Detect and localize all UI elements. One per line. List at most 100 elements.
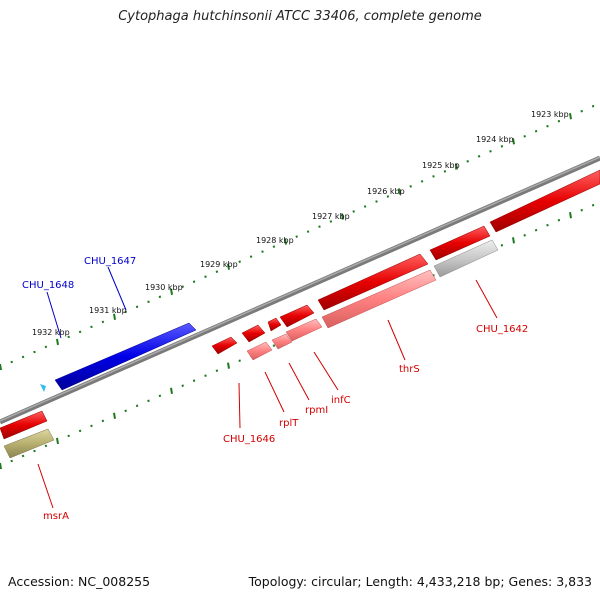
outer-tick <box>170 288 173 295</box>
gene-chu-1642-fwd[interactable] <box>429 225 491 261</box>
outer-tick <box>443 170 447 173</box>
gene-chu-1646[interactable] <box>211 336 238 355</box>
gene-thrS-lower[interactable] <box>321 269 437 329</box>
forward-genes <box>0 169 600 440</box>
inner-tick <box>113 412 116 419</box>
scale-label-1924: 1924 kbp <box>476 135 514 144</box>
inner-tick <box>33 449 36 453</box>
inner-tick <box>569 212 572 219</box>
outer-tick <box>409 185 412 188</box>
inner-tick <box>44 444 48 448</box>
inner-tick <box>90 424 93 428</box>
outer-tick <box>90 325 93 329</box>
scale-label-1929: 1929 kbp <box>200 260 238 269</box>
gene-label-infC[interactable]: infC <box>331 395 351 406</box>
outer-tick <box>591 104 595 108</box>
outer-tick <box>477 155 481 158</box>
accession-text: Accession: NC_008255 <box>8 574 151 589</box>
outer-scale-ring <box>0 104 595 371</box>
outer-tick <box>363 205 367 208</box>
inner-tick <box>170 387 173 394</box>
outer-tick <box>238 260 241 263</box>
gene-rpmI[interactable] <box>267 317 282 332</box>
outer-tick <box>192 280 196 283</box>
inner-tick <box>272 344 276 347</box>
gene-right-edge[interactable] <box>489 169 600 233</box>
outer-tick <box>295 235 298 238</box>
scale-label-1931: 1931 kbp <box>89 306 127 315</box>
gene-rplT[interactable] <box>241 324 266 343</box>
gene-label-thrS[interactable]: thrS <box>399 364 420 375</box>
inner-tick <box>227 362 230 369</box>
outer-tick <box>398 188 401 195</box>
inner-tick <box>192 379 196 382</box>
map-title: Cytophaga hutchinsonii ATCC 33406, compl… <box>118 9 482 24</box>
outer-tick <box>284 238 287 245</box>
outer-tick <box>227 263 230 270</box>
inner-tick <box>534 228 538 232</box>
outer-tick <box>10 360 13 364</box>
outer-tick <box>124 310 127 314</box>
outer-tick <box>101 320 105 324</box>
gene-rplT-lower[interactable] <box>246 341 273 361</box>
gene-label-chu-1642[interactable]: CHU_1642 <box>476 324 528 335</box>
inner-tick <box>204 374 207 377</box>
outer-tick <box>67 335 70 339</box>
outer-tick <box>420 180 424 183</box>
gene-infC[interactable] <box>279 304 315 328</box>
outer-tick <box>181 285 184 288</box>
gene-label-rplT[interactable]: rplT <box>279 418 299 429</box>
inner-tick <box>10 459 13 463</box>
outer-tick <box>546 124 549 128</box>
inner-tick <box>158 394 162 398</box>
outer-tick <box>272 245 276 248</box>
gene-left-edge[interactable] <box>0 410 48 440</box>
outer-tick <box>375 200 378 203</box>
outer-tick <box>489 150 492 153</box>
outer-tick <box>56 338 59 346</box>
scale-label-1932: 1932 kbp <box>32 328 70 337</box>
outer-tick <box>386 195 390 198</box>
inner-tick <box>0 462 2 470</box>
gene-rpmI-lower[interactable] <box>271 333 293 350</box>
outer-tick <box>455 163 458 170</box>
outer-tick <box>512 138 515 145</box>
outer-tick <box>523 135 526 138</box>
gene-label-chu-1646[interactable]: CHU_1646 <box>223 434 275 445</box>
inner-tick <box>124 409 127 413</box>
outer-tick <box>249 255 253 258</box>
outer-tick <box>500 145 504 148</box>
outer-tick <box>352 210 355 213</box>
outer-tick <box>580 109 583 113</box>
gene-thrS[interactable] <box>317 253 429 311</box>
outer-tick <box>44 345 48 349</box>
gene-chu-1647[interactable] <box>54 322 197 391</box>
gene-infC-lower[interactable] <box>285 318 323 342</box>
outer-tick <box>432 175 435 178</box>
scale-label-1927: 1927 kbp <box>312 212 350 221</box>
outer-tick <box>341 213 344 220</box>
gene-label-chu-1647[interactable]: CHU_1647 <box>84 256 136 267</box>
scale-labels: 1923 kbp 1924 kbp 1925 kbp 1926 kbp 1927… <box>32 110 569 337</box>
gene-msrA[interactable] <box>3 428 55 459</box>
inner-tick <box>591 203 595 207</box>
outer-tick <box>113 313 116 320</box>
outer-tick <box>557 119 561 123</box>
inner-tick <box>238 359 241 362</box>
outer-tick <box>158 295 162 299</box>
gene-chu-1642-lower[interactable] <box>433 239 499 278</box>
genome-backbone <box>0 155 600 425</box>
gene-label-msrA[interactable]: msrA <box>43 511 69 522</box>
outer-tick <box>569 113 572 120</box>
inner-tick <box>500 244 504 247</box>
outer-tick <box>329 220 333 223</box>
label-leader-lines <box>37 266 498 509</box>
scale-label-1925: 1925 kbp <box>422 161 460 170</box>
scale-label-1923: 1923 kbp <box>531 110 569 119</box>
gene-label-rpmI[interactable]: rpmI <box>305 405 328 416</box>
gene-label-chu-1648[interactable]: CHU_1648 <box>22 280 74 291</box>
outer-tick <box>204 275 207 278</box>
outer-tick <box>33 350 36 354</box>
scale-label-1926: 1926 kbp <box>367 187 405 196</box>
